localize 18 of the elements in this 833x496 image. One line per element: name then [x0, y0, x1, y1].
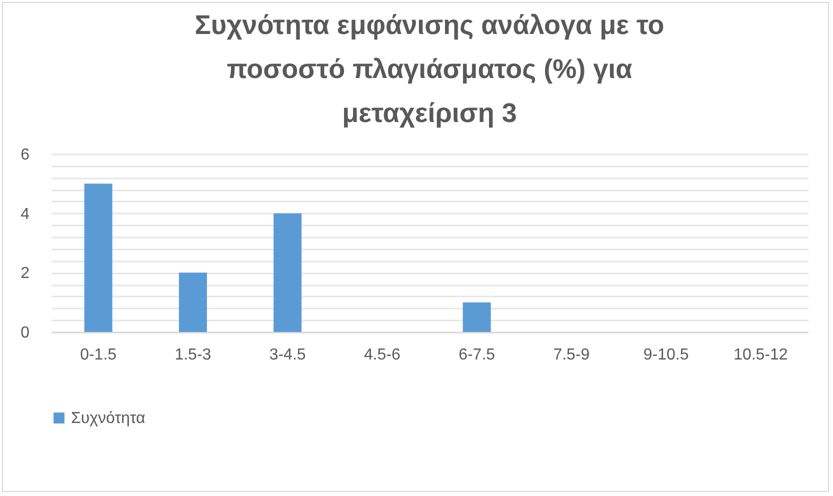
y-tick-label: 0 [20, 324, 30, 342]
bar [274, 213, 302, 332]
y-tick-label: 2 [20, 265, 30, 282]
x-tick-label: 1.5-3 [174, 346, 212, 364]
y-tick-label: 4 [20, 206, 30, 223]
x-tick-label: 6-7.5 [458, 346, 496, 364]
x-tick-label: 9-10.5 [643, 346, 689, 364]
legend-label: Συχνότητα [71, 410, 146, 427]
x-tick-label: 4.5-6 [364, 346, 401, 364]
x-tick-label: 3-4.5 [269, 346, 306, 364]
bar [178, 272, 207, 332]
x-tick-label: 10.5-12 [734, 346, 788, 364]
bar [84, 184, 112, 332]
x-tick-label: 0-1.5 [80, 346, 117, 364]
y-tick-label: 6 [20, 146, 30, 164]
bar [462, 302, 491, 332]
x-tick-label: 7.5-9 [553, 346, 590, 364]
chart-title: Συχνότητα εμφάνισης ανάλογα με το ποσοστό πλαγιάσματος (%) για μεταχείριση 3 [194, 10, 664, 128]
